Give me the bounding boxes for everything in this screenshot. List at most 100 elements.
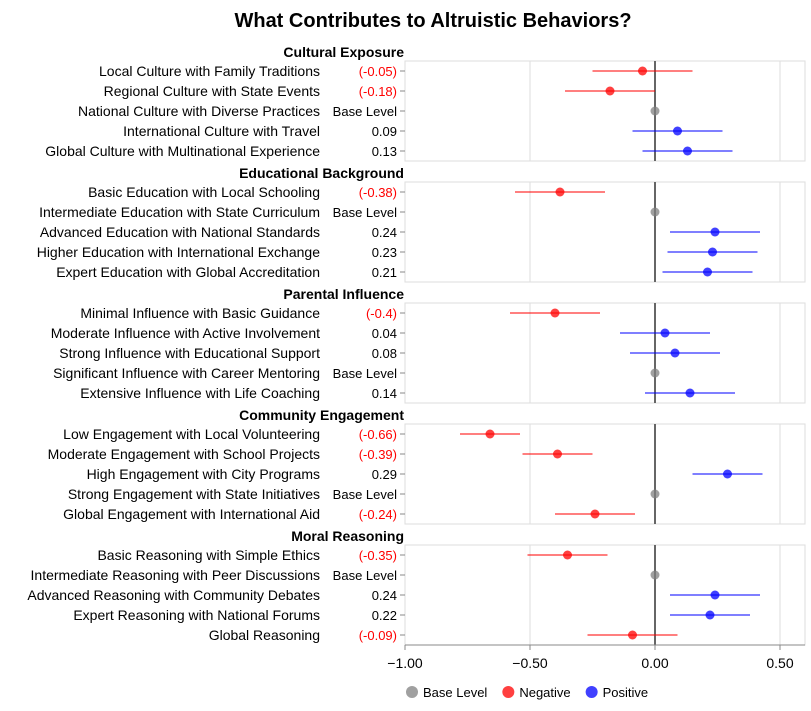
row: Intermediate Reasoning with Peer Discuss…: [31, 567, 660, 583]
base-level-point: [650, 368, 660, 378]
row-value-label: (-0.38): [359, 185, 397, 200]
row-value-label: 0.08: [372, 346, 397, 361]
row: Expert Education with Global Accreditati…: [56, 264, 753, 280]
row-value-label: Base Level: [333, 568, 397, 583]
row-value-label: Base Level: [333, 366, 397, 381]
base-level-point: [650, 570, 660, 580]
row-label: Global Engagement with International Aid: [63, 506, 320, 522]
row-value-label: 0.14: [372, 386, 397, 401]
row: Global Reasoning (-0.09): [209, 627, 678, 643]
group-title: Educational Background: [239, 165, 404, 181]
row-label: Minimal Influence with Basic Guidance: [80, 305, 320, 321]
row: Significant Influence with Career Mentor…: [53, 365, 660, 381]
row: Advanced Education with National Standar…: [40, 224, 760, 240]
row-label: Advanced Reasoning with Community Debate…: [27, 587, 320, 603]
row-label: Intermediate Education with State Curric…: [39, 204, 320, 220]
row-value-label: Base Level: [333, 487, 397, 502]
estimate-point: [485, 429, 495, 439]
panel-frame: [404, 60, 806, 162]
row-value-label: (-0.66): [359, 427, 397, 442]
panel-community-engagement: Community Engagement Low Engagement with …: [48, 407, 806, 525]
group-title: Community Engagement: [239, 407, 404, 423]
row-value-label: (-0.05): [359, 64, 397, 79]
estimate-point: [605, 86, 615, 96]
estimate-point: [638, 66, 647, 76]
row-value-label: 0.24: [372, 225, 397, 240]
estimate-point: [660, 328, 670, 338]
legend-label: Positive: [603, 685, 649, 700]
row: International Culture with Travel 0.09: [123, 123, 723, 139]
row: Basic Education with Local Schooling (-0.…: [88, 184, 605, 200]
row: Global Engagement with International Aid…: [63, 506, 635, 522]
group-title: Parental Influence: [283, 286, 404, 302]
row-label: International Culture with Travel: [123, 123, 320, 139]
row-label: Basic Education with Local Schooling: [88, 184, 320, 200]
row-value-label: (-0.4): [366, 306, 397, 321]
x-tick-label: −1.00: [387, 655, 423, 671]
row-value-label: (-0.35): [359, 548, 397, 563]
estimate-point: [550, 308, 560, 318]
row-label: Local Culture with Family Traditions: [99, 63, 320, 79]
row: Moderate Engagement with School Projects…: [48, 446, 593, 462]
row: Global Culture with Multinational Experi…: [45, 143, 733, 159]
legend-swatch-positive: [585, 686, 598, 698]
panel-frame: [404, 302, 806, 404]
legend: Base Level Negative Positive: [406, 685, 648, 700]
row: Strong Influence with Educational Suppor…: [59, 345, 720, 361]
base-level-point: [650, 106, 660, 116]
row: Advanced Reasoning with Community Debate…: [27, 587, 760, 603]
x-tick-label: −0.50: [512, 655, 548, 671]
panel-educational-background: Educational Background Basic Education wi…: [37, 165, 806, 283]
row-value-label: (-0.39): [359, 447, 397, 462]
row-value-label: 0.23: [372, 245, 397, 260]
base-level-point: [650, 207, 660, 217]
estimate-point: [705, 610, 715, 620]
x-axis: −1.00 −0.50 0.00 0.50: [387, 644, 805, 671]
legend-label: Negative: [519, 685, 570, 700]
legend-swatch-base-level: [406, 686, 418, 698]
group-title: Moral Reasoning: [291, 528, 404, 544]
estimate-point: [723, 469, 732, 479]
row: Strong Engagement with State Initiatives…: [68, 486, 660, 502]
estimate-point: [563, 550, 572, 560]
row: Low Engagement with Local Volunteering (-…: [63, 426, 520, 442]
x-tick-label: 0.00: [641, 655, 668, 671]
row-value-label: 0.22: [372, 608, 397, 623]
row: High Engagement with City Programs 0.29: [87, 466, 763, 482]
row-label: Higher Education with International Exch…: [37, 244, 321, 260]
row-value-label: (-0.24): [359, 507, 397, 522]
row: Basic Reasoning with Simple Ethics (-0.35…: [97, 547, 608, 563]
row-label: High Engagement with City Programs: [87, 466, 320, 482]
legend-swatch-negative: [502, 686, 515, 698]
estimate-point: [685, 388, 695, 398]
estimate-point: [710, 590, 720, 600]
panel-moral-reasoning: Moral Reasoning Basic Reasoning with Simp…: [27, 528, 806, 646]
row-label: Global Reasoning: [209, 627, 320, 643]
estimate-point: [683, 146, 692, 156]
row: National Culture with Diverse Practices B…: [78, 103, 660, 119]
panel-parental-influence: Parental Influence Minimal Influence with…: [51, 286, 806, 404]
row-value-label: (-0.18): [359, 84, 397, 99]
legend-label: Base Level: [423, 685, 487, 700]
row-value-label: 0.13: [372, 144, 397, 159]
row-value-label: Base Level: [333, 205, 397, 220]
row-label: Strong Engagement with State Initiatives: [68, 486, 320, 502]
estimate-point: [708, 247, 717, 257]
row-label: Moderate Influence with Active Involveme…: [51, 325, 320, 341]
row-label: Low Engagement with Local Volunteering: [63, 426, 320, 442]
row-label: Extensive Influence with Life Coaching: [80, 385, 320, 401]
base-level-point: [650, 489, 660, 499]
row-label: Regional Culture with State Events: [104, 83, 320, 99]
row: Extensive Influence with Life Coaching 0.…: [80, 385, 735, 401]
row-label: National Culture with Diverse Practices: [78, 103, 320, 119]
estimate-point: [670, 348, 680, 358]
estimate-point: [710, 227, 720, 237]
group-title: Cultural Exposure: [283, 44, 404, 60]
row-label: Expert Education with Global Accreditati…: [56, 264, 320, 280]
row-label: Global Culture with Multinational Experi…: [45, 143, 320, 159]
row: Moderate Influence with Active Involveme…: [51, 325, 710, 341]
row-value-label: 0.21: [372, 265, 397, 280]
row: Intermediate Education with State Curric…: [39, 204, 660, 220]
row-value-label: Base Level: [333, 104, 397, 119]
